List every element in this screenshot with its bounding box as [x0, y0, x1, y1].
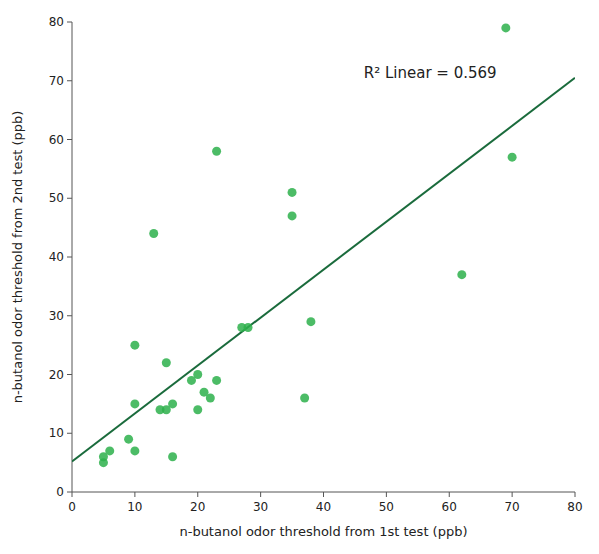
point: [193, 370, 202, 379]
x-tick: [323, 492, 324, 497]
y-tick: [67, 492, 72, 493]
point: [130, 341, 139, 350]
y-tick: [67, 80, 72, 81]
y-tick-label: 50: [49, 191, 64, 205]
point: [168, 452, 177, 461]
y-axis-label: n-butanol odor threshold from 2nd test (…: [10, 111, 25, 404]
y-tick-label: 60: [49, 133, 64, 147]
x-tick-label: 80: [567, 500, 582, 514]
x-tick-label: 70: [504, 500, 519, 514]
y-tick-label: 70: [49, 74, 64, 88]
annotation: R² Linear = 0.569: [364, 64, 497, 82]
point: [124, 435, 133, 444]
chart: 0 10 20 30 40 50 60 70 80 0 10 20 30 40 50 60 70 80 n-buta…: [0, 0, 599, 554]
x-tick-label: 50: [379, 500, 394, 514]
point: [457, 270, 466, 279]
x-tick-label: 0: [68, 500, 76, 514]
x-tick: [575, 492, 576, 497]
point: [105, 446, 114, 455]
y-tick: [67, 257, 72, 258]
point: [162, 358, 171, 367]
x-tick: [512, 492, 513, 497]
point: [206, 394, 215, 403]
x-tick-label: 10: [127, 500, 142, 514]
point: [288, 211, 297, 220]
y-tick-label: 40: [49, 250, 64, 264]
y-tick: [67, 433, 72, 434]
point: [300, 394, 309, 403]
point: [130, 446, 139, 455]
y-tick-label: 80: [49, 15, 64, 29]
y-tick: [67, 198, 72, 199]
x-tick: [197, 492, 198, 497]
plot-area: [72, 23, 575, 467]
x-tick-label: 40: [316, 500, 331, 514]
point: [288, 188, 297, 197]
point: [244, 323, 253, 332]
x-axis-label: n-butanol odor threshold from 1st test (…: [179, 524, 467, 539]
point: [193, 405, 202, 414]
y-tick: [67, 139, 72, 140]
x-tick: [386, 492, 387, 497]
x-tick: [134, 492, 135, 497]
y-tick: [67, 374, 72, 375]
x-tick-label: 30: [253, 500, 268, 514]
x-tick: [260, 492, 261, 497]
point: [508, 153, 517, 162]
y-tick-label: 20: [49, 368, 64, 382]
y-tick: [67, 22, 72, 23]
y-tick-label: 30: [49, 309, 64, 323]
x-tick-label: 60: [442, 500, 457, 514]
axes: 0 10 20 30 40 50 60 70 80 0 10 20 30 40 50 60 70 80: [49, 15, 583, 514]
x-tick: [449, 492, 450, 497]
point: [306, 317, 315, 326]
point: [212, 147, 221, 156]
y-tick: [67, 315, 72, 316]
y-tick-label: 0: [56, 485, 64, 499]
point: [501, 23, 510, 32]
point: [149, 229, 158, 238]
x-tick-label: 20: [190, 500, 205, 514]
point: [168, 399, 177, 408]
x-tick: [72, 492, 73, 497]
point: [130, 399, 139, 408]
y-tick-label: 10: [49, 426, 64, 440]
point: [212, 376, 221, 385]
fit-line: [72, 78, 575, 462]
